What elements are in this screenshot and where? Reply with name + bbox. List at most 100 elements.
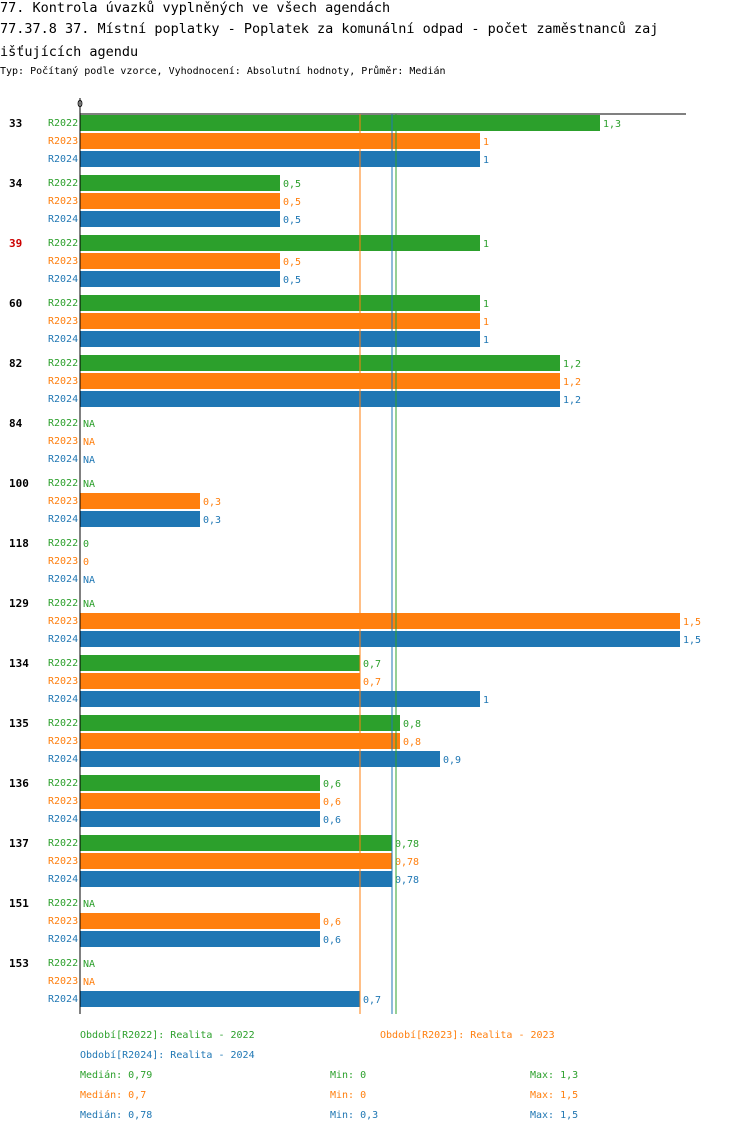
bar	[80, 133, 480, 149]
group-label: 100	[9, 477, 29, 490]
value-label: 0,5	[283, 179, 301, 190]
bar	[80, 613, 680, 629]
bar	[80, 331, 480, 347]
bar	[80, 511, 200, 527]
value-label: 1,5	[683, 635, 701, 646]
series-label: R2024	[48, 874, 78, 885]
bar	[80, 673, 360, 689]
series-label: R2024	[48, 514, 78, 525]
series-label: R2024	[48, 454, 78, 465]
series-label: R2024	[48, 754, 78, 765]
group-label: 118	[9, 537, 29, 550]
value-label: 1	[483, 239, 489, 250]
series-label: R2023	[48, 316, 78, 327]
value-label: 1,2	[563, 395, 581, 406]
value-label: 0,5	[283, 257, 301, 268]
value-label: 0,6	[323, 797, 341, 808]
chart-title-line-3: išťujících agendu	[0, 44, 139, 60]
series-label: R2023	[48, 796, 78, 807]
series-label: R2022	[48, 358, 78, 369]
group-label: 136	[9, 777, 29, 790]
chart-subtitle: Typ: Počítaný podle vzorce, Vyhodnocení:…	[0, 66, 446, 77]
chart-title-line-1: 77. Kontrola úvazků vyplněných ve všech …	[0, 0, 391, 16]
series-label: R2022	[48, 658, 78, 669]
bar	[80, 853, 392, 869]
series-label: R2023	[48, 856, 78, 867]
series-label: R2023	[48, 676, 78, 687]
bar	[80, 115, 600, 131]
value-label: 0,6	[323, 815, 341, 826]
group-label: 82	[9, 357, 22, 370]
value-label: 1	[483, 155, 489, 166]
value-label: 0,7	[363, 677, 381, 688]
bar	[80, 871, 392, 887]
bar	[80, 493, 200, 509]
value-label: 1,5	[683, 617, 701, 628]
group-label: 134	[9, 657, 29, 670]
group-label: 129	[9, 597, 29, 610]
bar	[80, 931, 320, 947]
value-label: NA	[83, 575, 95, 586]
series-label: R2022	[48, 178, 78, 189]
bar	[80, 793, 320, 809]
series-label: R2023	[48, 196, 78, 207]
series-label: R2022	[48, 118, 78, 129]
value-label: NA	[83, 899, 95, 910]
value-label: 1,3	[603, 119, 621, 130]
value-label: 0	[83, 539, 89, 550]
series-label: R2022	[48, 838, 78, 849]
value-label: 0,5	[283, 197, 301, 208]
series-label: R2023	[48, 496, 78, 507]
bar	[80, 835, 392, 851]
series-label: R2024	[48, 694, 78, 705]
chart-title-line-2: 77.37.8 37. Místní poplatky - Poplatek z…	[0, 21, 659, 37]
value-label: 0,78	[395, 839, 419, 850]
bar	[80, 631, 680, 647]
value-label: NA	[83, 455, 95, 466]
value-label: 0,5	[283, 275, 301, 286]
bar	[80, 691, 480, 707]
value-label: NA	[83, 977, 95, 988]
bar	[80, 211, 280, 227]
series-label: R2024	[48, 394, 78, 405]
value-label: 0,7	[363, 995, 381, 1006]
group-label: 60	[9, 297, 22, 310]
series-label: R2024	[48, 934, 78, 945]
bar	[80, 811, 320, 827]
bar	[80, 775, 320, 791]
series-label: R2023	[48, 376, 78, 387]
value-label: 0,6	[323, 917, 341, 928]
value-label: 0,3	[203, 497, 221, 508]
series-label: R2022	[48, 418, 78, 429]
series-label: R2024	[48, 814, 78, 825]
group-label: 137	[9, 837, 29, 850]
series-label: R2024	[48, 214, 78, 225]
group-label: 151	[9, 897, 29, 910]
value-label: NA	[83, 599, 95, 610]
series-label: R2024	[48, 274, 78, 285]
value-label: 0,3	[203, 515, 221, 526]
bar	[80, 391, 560, 407]
group-label: 84	[9, 417, 23, 430]
bar	[80, 271, 280, 287]
series-label: R2022	[48, 718, 78, 729]
series-label: R2022	[48, 478, 78, 489]
bar	[80, 175, 280, 191]
bar	[80, 715, 400, 731]
series-label: R2023	[48, 736, 78, 747]
value-label: 0,8	[403, 719, 421, 730]
series-label: R2024	[48, 994, 78, 1005]
group-label: 153	[9, 957, 29, 970]
value-label: 0,6	[323, 779, 341, 790]
value-label: 1	[483, 335, 489, 346]
bar	[80, 295, 480, 311]
value-label: 1	[483, 299, 489, 310]
value-label: 0,6	[323, 935, 341, 946]
value-label: 0,78	[395, 857, 419, 868]
value-label: NA	[83, 437, 95, 448]
series-label: R2023	[48, 256, 78, 267]
value-label: 1,2	[563, 359, 581, 370]
group-label: 34	[9, 177, 23, 190]
series-label: R2022	[48, 238, 78, 249]
